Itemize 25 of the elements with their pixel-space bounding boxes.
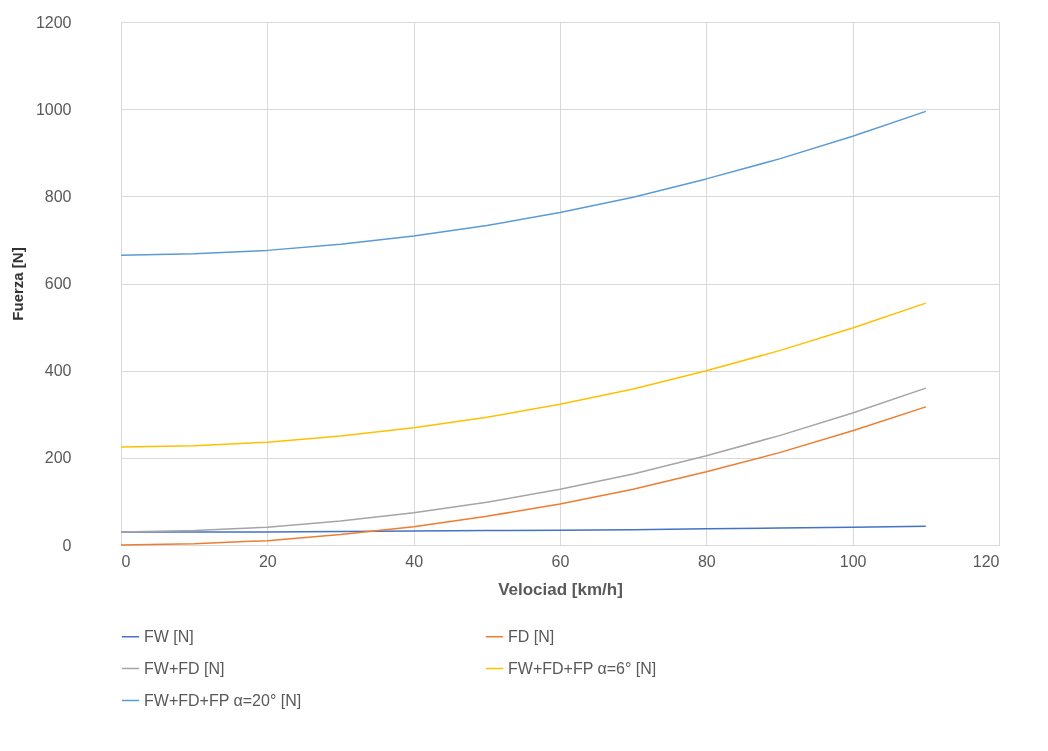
x-tick-label: 20 bbox=[258, 552, 277, 570]
legend-label: FW+FD [N] bbox=[144, 659, 225, 677]
x-axis-title: Velociad [km/h] bbox=[498, 579, 623, 599]
legend-label: FW [N] bbox=[144, 627, 194, 645]
x-tick-label: 80 bbox=[697, 552, 716, 570]
x-tick-label: 60 bbox=[551, 552, 570, 570]
line-series bbox=[120, 302, 927, 448]
x-tick-label: 40 bbox=[405, 552, 424, 570]
x-tick-label: 100 bbox=[839, 552, 867, 570]
y-tick-label: 800 bbox=[44, 187, 72, 205]
y-tick-label: 1200 bbox=[35, 13, 72, 31]
line-series bbox=[120, 110, 927, 256]
y-tick-label: 0 bbox=[62, 536, 72, 554]
line-series bbox=[120, 387, 927, 533]
line-series bbox=[120, 406, 927, 546]
y-axis-title: Fuerza [N] bbox=[8, 247, 26, 321]
y-tick-label: 1000 bbox=[35, 100, 72, 118]
y-tick-label: 200 bbox=[44, 449, 72, 467]
legend-label: FW+FD+FP α=6° [N] bbox=[508, 659, 657, 677]
y-tick-label: 400 bbox=[44, 362, 72, 380]
x-tick-label: 0 bbox=[121, 552, 131, 570]
y-tick-label: 600 bbox=[44, 275, 72, 292]
legend-label: FD [N] bbox=[508, 627, 555, 645]
x-tick-label: 120 bbox=[972, 552, 1000, 570]
legend-label: FW+FD+FP α=20° [N] bbox=[144, 691, 302, 709]
